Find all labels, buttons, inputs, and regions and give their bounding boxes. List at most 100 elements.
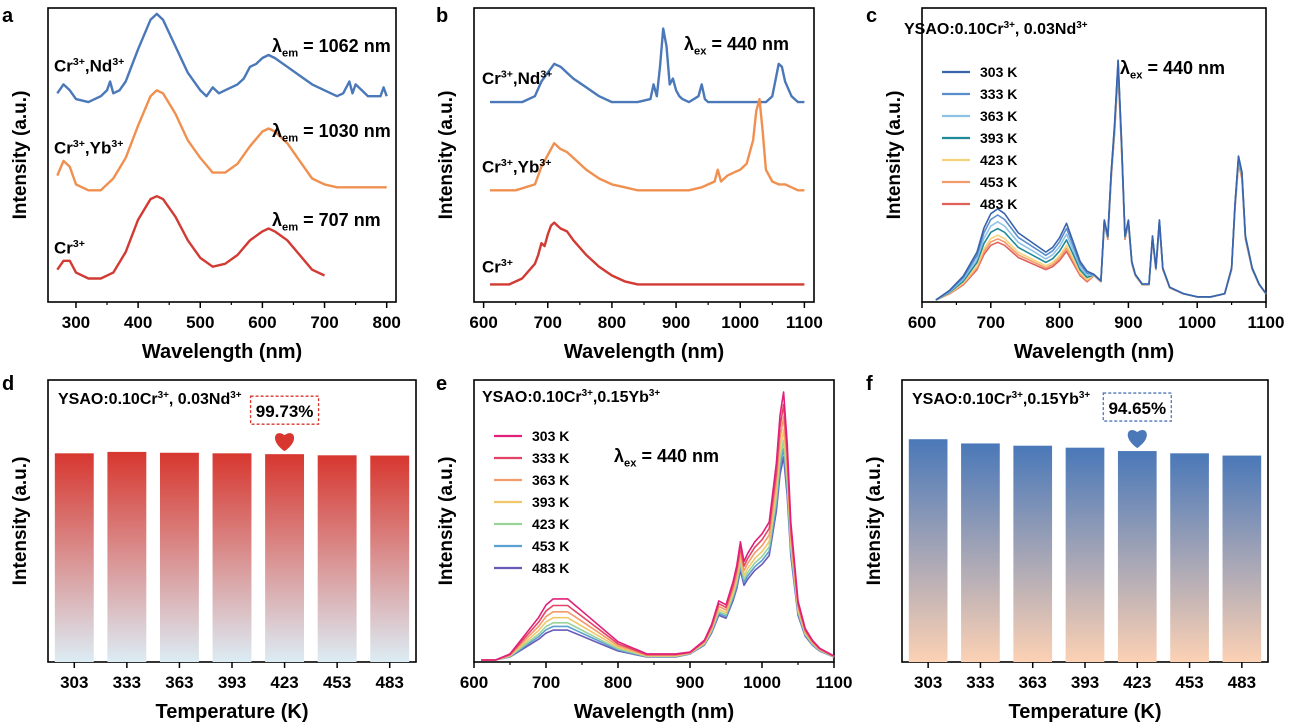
panel-letter: d: [2, 373, 14, 395]
series-line: [56, 89, 387, 192]
panel-e: e Intensity (a.u.) Wavelength (nm) 600 700 80…: [436, 373, 852, 723]
annotation: λem = 707 nm: [272, 210, 381, 234]
series-line: [56, 195, 326, 280]
bar: [908, 439, 948, 662]
annotation: λex = 440 nm: [684, 34, 789, 58]
x-tick-label: 1000: [721, 313, 759, 332]
panel-c: c Intensity (a.u.) Wavelength (nm) 600 700 80…: [866, 5, 1284, 363]
x-tick-label: 500: [186, 313, 214, 332]
bar: [1065, 447, 1105, 662]
bar: [1013, 445, 1053, 662]
highlight-value: 99.73%: [256, 402, 314, 421]
bar: [1170, 453, 1209, 662]
legend-label: 483 K: [980, 196, 1017, 212]
y-axis-label: Intensity (a.u.): [436, 457, 457, 586]
x-tick-label: 1100: [1248, 313, 1285, 332]
y-axis-label: Intensity (a.u.): [10, 457, 31, 586]
x-tick-label: 303: [914, 673, 942, 692]
x-tick-label: 453: [323, 673, 351, 692]
panel-letter: f: [866, 373, 873, 395]
x-tick-label: 700: [534, 313, 562, 332]
series-label: Cr3+,Yb3+: [482, 157, 551, 176]
x-tick-label: 483: [376, 673, 404, 692]
x-tick-label: 363: [165, 673, 193, 692]
panel-title: YSAO:0.10Cr3+, 0.03Nd3+: [904, 20, 1088, 38]
x-tick-label: 333: [966, 673, 994, 692]
x-tick-label: 900: [676, 673, 704, 692]
annotation: λem = 1030 nm: [272, 121, 391, 145]
x-tick-label: 600: [460, 673, 488, 692]
value-box: [249, 395, 320, 425]
legend-label: 363 K: [532, 472, 569, 488]
x-axis-label: Temperature (K): [1009, 701, 1162, 723]
x-tick-label: 483: [1228, 673, 1256, 692]
heart-icon: [275, 433, 295, 452]
x-axis-label: Wavelength (nm): [574, 701, 734, 723]
series-line: [490, 97, 805, 192]
x-tick-label: 423: [1123, 673, 1151, 692]
panel-letter: a: [2, 5, 14, 27]
bar: [370, 455, 410, 662]
x-tick-label: 393: [218, 673, 246, 692]
panel-title: YSAO:0.10Cr3+,0.15Yb3+: [912, 390, 1090, 408]
x-axis-label: Wavelength (nm): [1014, 341, 1174, 363]
panel-title: YSAO:0.10Cr3+,0.15Yb3+: [482, 388, 660, 406]
legend-label: 453 K: [532, 538, 569, 554]
legend-label: 393 K: [980, 130, 1017, 146]
legend-label: 333 K: [532, 450, 569, 466]
legend-label: 333 K: [980, 86, 1017, 102]
x-tick-label: 363: [1019, 673, 1047, 692]
x-tick-label: 700: [310, 313, 338, 332]
legend-label: 453 K: [980, 174, 1017, 190]
y-axis-label: Intensity (a.u.): [884, 91, 905, 220]
y-axis-label: Intensity (a.u.): [436, 91, 457, 220]
series-label: Cr3+,Yb3+: [54, 138, 123, 157]
bar: [1222, 455, 1262, 662]
legend-label: 303 K: [980, 64, 1017, 80]
legend-label: 483 K: [532, 560, 569, 576]
x-tick-label: 800: [598, 313, 626, 332]
x-tick-label: 400: [124, 313, 152, 332]
x-tick-label: 423: [270, 673, 298, 692]
heart-icon: [1127, 429, 1147, 449]
y-axis-label: Intensity (a.u.): [864, 457, 885, 586]
legend-label: 303 K: [532, 428, 569, 444]
x-tick-label: 1100: [816, 673, 853, 692]
series-label: Cr3+,Nd3+: [54, 56, 124, 75]
plot-frame: [47, 7, 397, 303]
x-tick-label: 800: [372, 313, 400, 332]
x-tick-label: 1000: [1178, 313, 1216, 332]
bar: [265, 454, 305, 662]
series-label: Cr3+,Nd3+: [482, 69, 552, 88]
legend-label: 363 K: [980, 108, 1017, 124]
x-axis-label: Wavelength (nm): [142, 341, 302, 363]
panel-letter: e: [436, 373, 447, 395]
y-axis-label: Intensity (a.u.): [10, 91, 31, 220]
x-tick-label: 700: [532, 673, 560, 692]
x-tick-label: 303: [60, 673, 88, 692]
x-tick-label: 900: [662, 313, 690, 332]
x-tick-label: 600: [248, 313, 276, 332]
panel-f: f Intensity (a.u.) Temperature (K) 303 333 36…: [864, 373, 1269, 723]
bar: [1117, 451, 1157, 662]
annotation: λex = 440 nm: [614, 446, 719, 470]
x-tick-label: 800: [1045, 313, 1073, 332]
panel-a: a Intensity (a.u.) Wavelength (nm) 300 400 50…: [2, 5, 401, 363]
highlight-value: 94.65%: [1108, 399, 1166, 418]
series-line: [935, 59, 1267, 301]
x-tick-label: 600: [469, 313, 497, 332]
x-axis-label: Wavelength (nm): [564, 341, 724, 363]
bar: [317, 455, 357, 662]
x-tick-label: 300: [62, 313, 90, 332]
panel-title: YSAO:0.10Cr3+, 0.03Nd3+: [58, 390, 242, 408]
x-tick-label: 700: [977, 313, 1005, 332]
bar: [212, 453, 252, 662]
bar: [54, 453, 94, 662]
x-tick-label: 600: [908, 313, 936, 332]
series-label: Cr3+: [482, 257, 513, 276]
x-tick-label: 800: [604, 673, 632, 692]
bar: [961, 443, 1000, 662]
bar: [107, 451, 147, 662]
panel-letter: b: [436, 5, 448, 27]
